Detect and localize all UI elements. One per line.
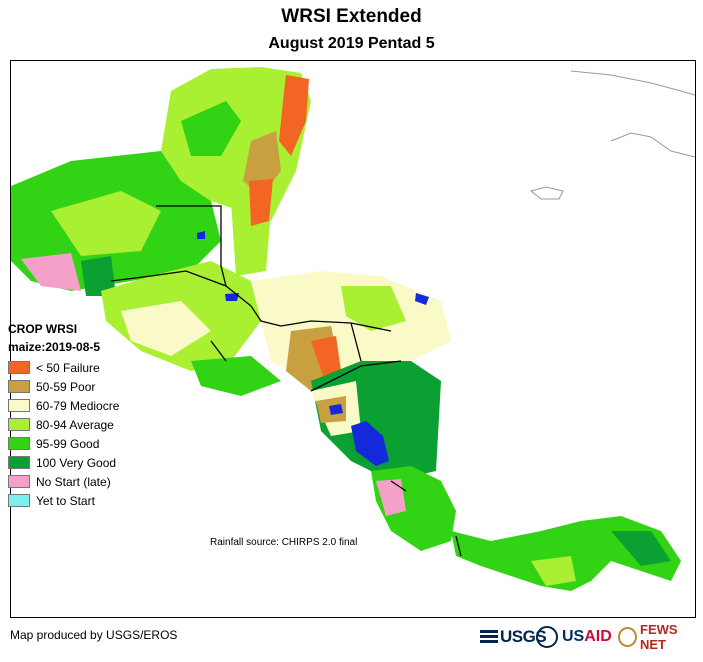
legend-swatch <box>8 456 30 469</box>
fewsnet-globe-icon <box>618 627 637 647</box>
usgs-logo: USGS <box>480 622 547 652</box>
rainfall-source: Rainfall source: CHIRPS 2.0 final <box>210 537 358 548</box>
water-3 <box>197 231 205 239</box>
legend-item: 100 Very Good <box>8 453 119 472</box>
fewsnet-logo: FEWS NET <box>618 622 703 652</box>
island-cuba <box>570 70 695 96</box>
wrsi-map <box>11 67 695 591</box>
usaid-logo: US AID <box>562 628 612 645</box>
legend-swatch <box>8 399 30 412</box>
island-hispaniola <box>610 132 695 158</box>
legend-label: 80-94 Average <box>36 417 114 432</box>
legend-swatch <box>8 380 30 393</box>
legend-label: < 50 Failure <box>36 360 100 375</box>
lake-managua <box>329 404 343 415</box>
region-yucatan <box>161 67 311 221</box>
map-legend: CROP WRSI maize:2019-08-5 < 50 Failure 50… <box>8 322 119 510</box>
map-subtitle: August 2019 Pentad 5 <box>268 35 435 52</box>
legend-label: Yet to Start <box>36 493 95 508</box>
legend-title: CROP WRSI <box>8 322 78 336</box>
legend-item: 80-94 Average <box>8 415 119 434</box>
legend-swatch <box>8 418 30 431</box>
lake-nicaragua <box>351 421 389 466</box>
legend-label: 50-59 Poor <box>36 379 96 394</box>
legend-label: 100 Very Good <box>36 455 117 470</box>
legend-item: Yet to Start <box>8 491 119 510</box>
legend-swatch <box>8 437 30 450</box>
region-guatemala-mediocre <box>121 301 211 356</box>
region-costarica <box>371 466 456 551</box>
legend-item: 60-79 Mediocre <box>8 396 119 415</box>
region-belize-failure <box>249 179 273 226</box>
legend-item: < 50 Failure <box>8 358 119 377</box>
water-1 <box>225 293 239 301</box>
legend-item: 50-59 Poor <box>8 377 119 396</box>
region-mexico-west-avg <box>51 191 161 256</box>
legend-label: No Start (late) <box>36 474 111 489</box>
region-panama-vgood <box>611 531 671 566</box>
map-credit: Map produced by USGS/EROS <box>10 628 178 642</box>
map-title: WRSI Extended <box>281 6 422 27</box>
legend-swatch <box>8 494 30 507</box>
water-2 <box>415 293 429 305</box>
region-elsalvador <box>191 356 281 396</box>
legend-label: 60-79 Mediocre <box>36 398 120 413</box>
map-frame <box>10 60 696 618</box>
region-yucatan-failure <box>279 75 309 156</box>
region-honduras-failure <box>311 336 341 376</box>
legend-label: 95-99 Good <box>36 436 100 451</box>
legend-item: 95-99 Good <box>8 434 119 453</box>
legend-swatch <box>8 475 30 488</box>
region-panama-avg <box>531 556 576 586</box>
usaid-seal-icon <box>536 626 558 648</box>
usgs-waves-icon <box>480 630 498 644</box>
island-jamaica <box>529 186 564 200</box>
region-honduras-avg <box>341 286 406 331</box>
legend-swatch <box>8 361 30 374</box>
region-yucatan-good <box>181 101 241 156</box>
region-mexico-nostart <box>21 253 81 291</box>
legend-subtitle: maize:2019-08-5 <box>8 340 101 354</box>
region-mexico-vgood <box>81 256 116 296</box>
region-costarica-nostart <box>376 479 406 516</box>
country-borders <box>110 205 462 557</box>
legend-item: No Start (late) <box>8 472 119 491</box>
